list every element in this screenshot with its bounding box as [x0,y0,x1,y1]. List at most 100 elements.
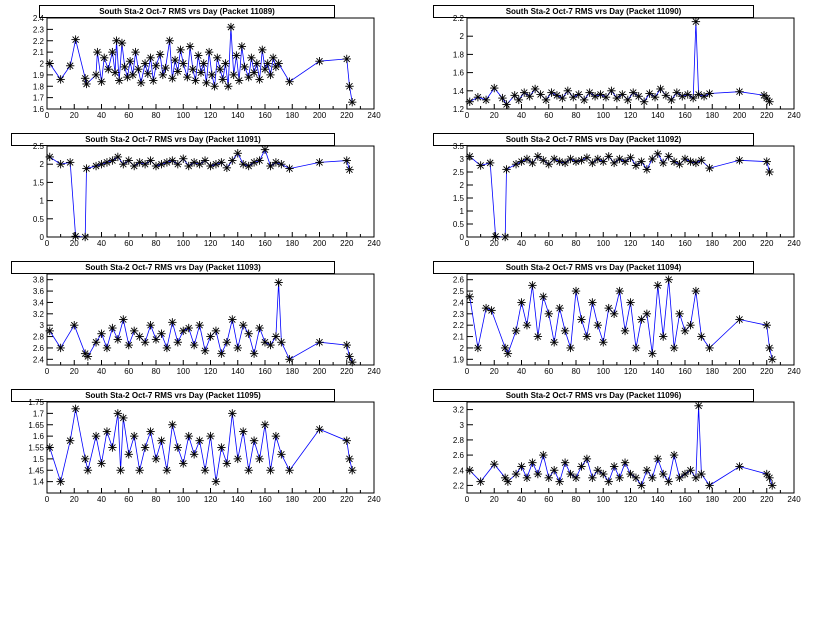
data-point [571,286,581,296]
data-point [637,315,646,324]
x-tick-label: 180 [706,495,720,504]
x-tick-label: 100 [177,367,191,376]
data-point [642,309,652,319]
y-tick-label: 1.6 [33,105,45,114]
data-point [588,473,597,483]
data-point [228,409,237,418]
y-tick-label: 2.1 [453,333,465,342]
data-point [550,466,559,475]
data-point [348,97,357,107]
data-point [500,343,510,353]
y-tick-label: 3.5 [453,142,465,151]
x-tick-label: 40 [97,111,106,120]
x-tick-label: 100 [597,239,611,248]
x-tick-label: 60 [544,495,553,504]
data-point [249,349,259,358]
data-point [80,74,90,83]
data-point [140,59,150,68]
data-point [80,454,90,464]
plot-panel-2: South Sta-2 Oct-7 RMS vrs Day (Packet 11… [420,0,840,128]
data-point [511,326,521,336]
x-tick-label: 80 [152,495,161,504]
y-tick-label: 1.55 [28,444,44,453]
data-point [285,164,294,173]
data-point [536,90,545,99]
data-point [135,158,144,167]
data-point [189,450,199,459]
x-tick-label: 240 [787,111,801,120]
data-point [108,156,117,165]
data-point [667,95,676,105]
y-tick-label: 1.9 [453,355,465,364]
data-point [544,309,553,319]
data-point [143,69,153,78]
data-point [465,152,474,161]
data-point [582,332,592,341]
data-point [255,75,264,84]
data-point [206,161,215,171]
data-point [675,309,684,319]
data-point [315,57,324,66]
data-point [762,93,771,103]
data-point [680,326,690,336]
data-point [71,232,80,241]
data-point [498,93,507,103]
data-point [179,459,188,468]
data-point [691,17,701,26]
data-point [735,462,744,471]
data-point [566,343,575,353]
x-tick-label: 180 [706,111,720,120]
y-tick-label: 2.2 [453,14,465,23]
data-point [555,477,564,486]
data-point [659,469,668,479]
data-point [626,298,635,307]
data-point [131,47,140,57]
y-tick-label: 1.5 [33,455,45,464]
x-tick-label: 0 [465,111,470,120]
data-point [528,281,537,290]
data-point [130,161,139,171]
data-point [686,466,695,475]
x-tick-label: 220 [340,367,354,376]
data-point [539,450,548,460]
data-point [517,298,526,307]
data-point [176,45,185,55]
data-point [659,158,668,168]
y-tick-label: 1.8 [453,50,465,59]
data-point [691,473,701,483]
y-tick-label: 0.5 [33,215,45,224]
data-point [735,87,744,96]
x-tick-label: 40 [97,367,106,376]
y-tick-label: 3 [460,155,465,164]
data-point [631,161,641,170]
x-tick-label: 120 [624,495,638,504]
x-tick-label: 200 [733,111,747,120]
plot-frame [46,273,375,366]
data-point [189,158,199,167]
data-point [151,335,161,344]
data-point [473,343,483,353]
data-point [520,88,529,97]
y-tick-label: 3.2 [33,310,45,319]
data-point [104,64,113,74]
data-point [653,281,662,290]
data-point [342,156,351,165]
data-point [173,160,182,169]
x-tick-label: 100 [597,495,611,504]
data-point [631,473,641,483]
x-tick-label: 60 [124,239,133,248]
data-point [108,443,117,452]
y-tick-label: 2.8 [453,436,465,445]
data-point [539,292,548,301]
data-point [244,72,253,82]
plot-svg: 0 20 40 60 80 100 120 140 160 180 200 220 240 2.2 2.4 2… [453,401,801,504]
data-point [113,409,123,418]
data-point [140,338,150,347]
x-tick-label: 20 [490,239,499,248]
y-tick-label: 2.5 [453,168,465,177]
data-point [566,469,575,479]
x-tick-label: 180 [286,239,300,248]
y-tick-label: 2 [460,344,465,353]
data-point [664,275,673,284]
data-point [650,92,660,102]
